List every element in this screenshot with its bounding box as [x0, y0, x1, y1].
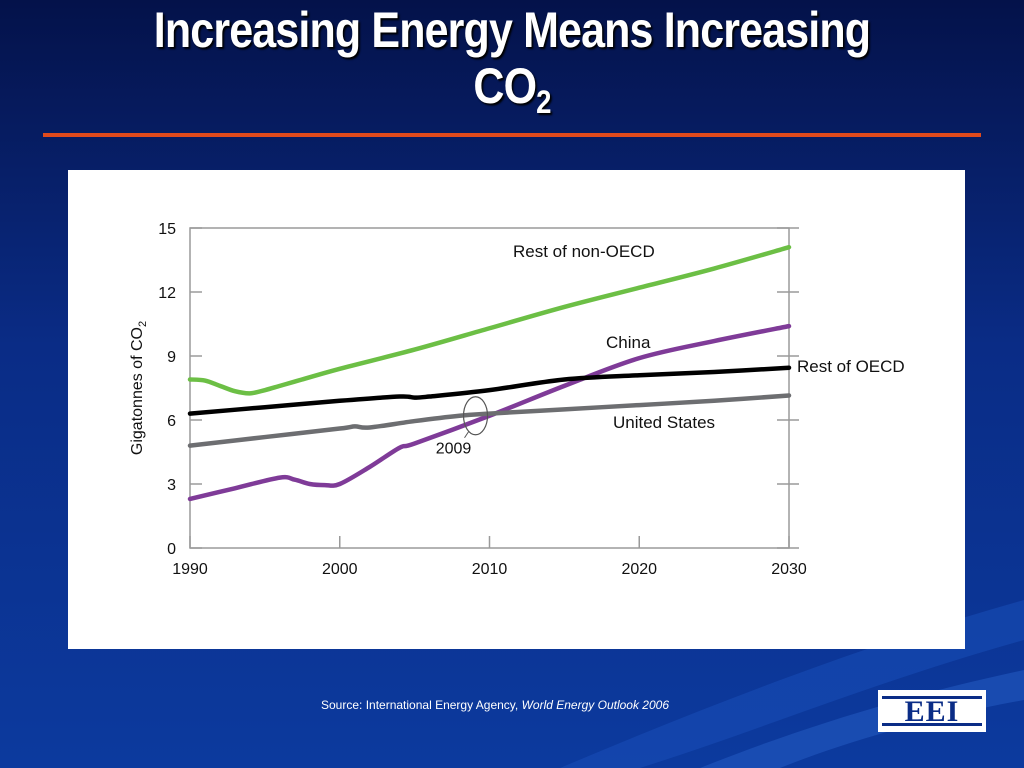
annotation-label: 2009 [436, 441, 472, 458]
y-tick-label: 12 [158, 285, 176, 302]
series-label-china: China [606, 333, 651, 352]
y-axis-label-main: Gigatonnes of CO [129, 327, 146, 455]
series-label-rest-of-oecd: Rest of OECD [797, 357, 905, 376]
series-line-china [187, 323, 792, 502]
series-line-rest-of-oecd [187, 365, 792, 416]
y-tick-label: 0 [167, 541, 176, 558]
source-citation: Source: International Energy Agency, Wor… [321, 698, 669, 712]
chart-panel: 0 3 6 9 12 15 1990 2000 2010 2020 2030 Gigatonnes o… [68, 170, 965, 649]
x-tick-label: 2030 [771, 561, 807, 578]
logo-top-bar [882, 696, 982, 699]
series-label-united-states: United States [613, 413, 715, 432]
y-tick-label: 6 [167, 413, 176, 430]
source-prefix: Source: International Energy Agency, [321, 698, 522, 712]
x-tick-label: 2000 [322, 561, 358, 578]
title-divider [43, 133, 981, 137]
y-tick-label: 3 [167, 477, 176, 494]
y-tick-label: 9 [167, 349, 176, 366]
slide-title: Increasing Energy Means Increasing CO2 [72, 2, 953, 130]
logo-text: EEI [904, 695, 960, 728]
series-line-rest-of-non-oecd [187, 244, 792, 396]
annotation-circle [462, 396, 489, 436]
annotation-leader [464, 431, 469, 439]
series-line-united-states [187, 393, 792, 448]
title-co: CO [473, 58, 537, 114]
x-tick-label: 1990 [172, 561, 208, 578]
x-tick-label: 2010 [472, 561, 508, 578]
source-title: World Energy Outlook 2006 [521, 698, 669, 712]
series-layer [187, 244, 792, 502]
title-line-1: Increasing Energy Means Increasing [153, 2, 871, 58]
y-axis-label: Gigatonnes of CO2 [129, 321, 149, 455]
eei-logo: EEI [878, 690, 986, 732]
x-tick-label: 2020 [621, 561, 657, 578]
title-line-2: CO2 [72, 58, 953, 130]
logo-bottom-bar [882, 723, 982, 726]
label-layer: Rest of non-OECD China Rest of OECD United … [436, 242, 905, 458]
y-tick-label: 15 [158, 221, 176, 238]
title-subscript: 2 [536, 84, 551, 120]
axes-layer: 0 3 6 9 12 15 1990 2000 2010 2020 2030 Gigatonnes o… [129, 221, 807, 578]
y-axis-label-subscript: 2 [137, 321, 149, 327]
series-label-rest-of-non-oecd: Rest of non-OECD [513, 242, 655, 261]
co2-line-chart: 0 3 6 9 12 15 1990 2000 2010 2020 2030 Gigatonnes o… [129, 221, 905, 578]
